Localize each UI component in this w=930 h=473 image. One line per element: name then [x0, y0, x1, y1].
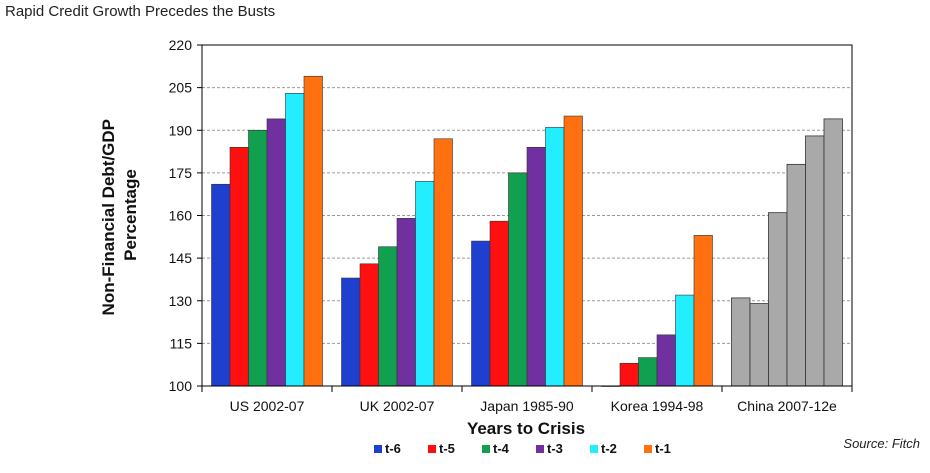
axes	[197, 44, 853, 392]
bar-t-4-1	[378, 246, 398, 387]
chart-title: Rapid Credit Growth Precedes the Busts	[5, 3, 276, 20]
bar-t-4-0	[248, 129, 268, 387]
bar-china-0	[731, 297, 751, 387]
bar-t-2-3	[675, 294, 695, 387]
y-axis-title-line-2: Percentage	[121, 169, 140, 261]
y-tick-label: 220	[169, 37, 193, 53]
bar-t-5-0	[229, 147, 249, 387]
plot-frame	[201, 44, 853, 387]
x-axis-title: Years to Crisis	[467, 419, 585, 438]
y-tick-label: 175	[169, 165, 193, 181]
bar-t-1-3	[693, 235, 713, 387]
category-label: Korea 1994-98	[611, 398, 704, 414]
bar-t-3-1	[396, 218, 416, 387]
bar-t-6-0	[211, 183, 231, 387]
y-tick-label: 130	[169, 293, 193, 309]
category-label: UK 2002-07	[360, 398, 435, 414]
category-label: China 2007-12e	[737, 398, 837, 414]
y-tick-label: 100	[169, 378, 193, 394]
bar-t-1-2	[563, 115, 583, 387]
bar-t-1-1	[433, 138, 453, 387]
y-tick-label: 160	[169, 208, 193, 224]
bar-t-5-2	[489, 220, 509, 387]
legend-label-t-2: t-2	[601, 441, 617, 456]
y-axis-title-line-1: Non-Financial Debt/GDP	[99, 119, 118, 315]
bar-t-6-2	[471, 240, 491, 387]
bar-t-3-3	[656, 334, 676, 387]
legend-label-t-5: t-5	[439, 441, 455, 456]
bar-t-1-0	[303, 75, 323, 387]
source-note: Source: Fitch	[843, 436, 920, 451]
legend-swatch-t-3	[536, 445, 544, 453]
bar-t-2-1	[415, 181, 435, 387]
y-tick-label: 205	[169, 80, 193, 96]
legend-swatch-t-2	[590, 445, 598, 453]
category-labels: US 2002-07 UK 2002-07 Japan 1985-90 Korea 1…	[230, 398, 837, 414]
y-tick-labels: 100 115 130 145 160 175 190 205 220	[169, 37, 193, 394]
y-tick-label: 115	[170, 335, 193, 351]
bar-t-3-0	[266, 118, 286, 387]
bar-t-2-2	[545, 127, 565, 387]
bar-t-4-2	[508, 172, 528, 387]
bar-t-2-0	[285, 93, 305, 387]
bar-china-3	[786, 163, 806, 387]
bar-t-4-3	[638, 357, 658, 387]
legend-swatch-t-6	[374, 445, 382, 453]
bar-t-5-3	[619, 362, 639, 387]
y-tick-label: 145	[169, 250, 193, 266]
y-tick-label: 190	[169, 122, 193, 138]
bar-china-5	[823, 118, 843, 387]
legend-swatch-t-4	[482, 445, 490, 453]
bar-china-4	[805, 135, 825, 387]
category-label: Japan 1985-90	[480, 398, 574, 414]
bar-china-2	[768, 212, 788, 387]
legend-label-t-4: t-4	[493, 441, 510, 456]
bar-t-5-1	[359, 263, 379, 387]
legend: t-6 t-5 t-4 t-3 t-2 t-1	[374, 441, 671, 456]
legend-swatch-t-1	[644, 445, 652, 453]
y-axis-title: Non-Financial Debt/GDP Percentage	[99, 115, 140, 316]
category-label: US 2002-07	[230, 398, 305, 414]
bar-china-1	[749, 303, 769, 387]
bar-t-3-2	[526, 147, 546, 387]
legend-label-t-3: t-3	[547, 441, 563, 456]
legend-label-t-6: t-6	[385, 441, 401, 456]
bar-t-6-1	[341, 277, 361, 387]
legend-swatch-t-5	[428, 445, 436, 453]
legend-label-t-1: t-1	[655, 441, 671, 456]
bars	[211, 75, 843, 387]
